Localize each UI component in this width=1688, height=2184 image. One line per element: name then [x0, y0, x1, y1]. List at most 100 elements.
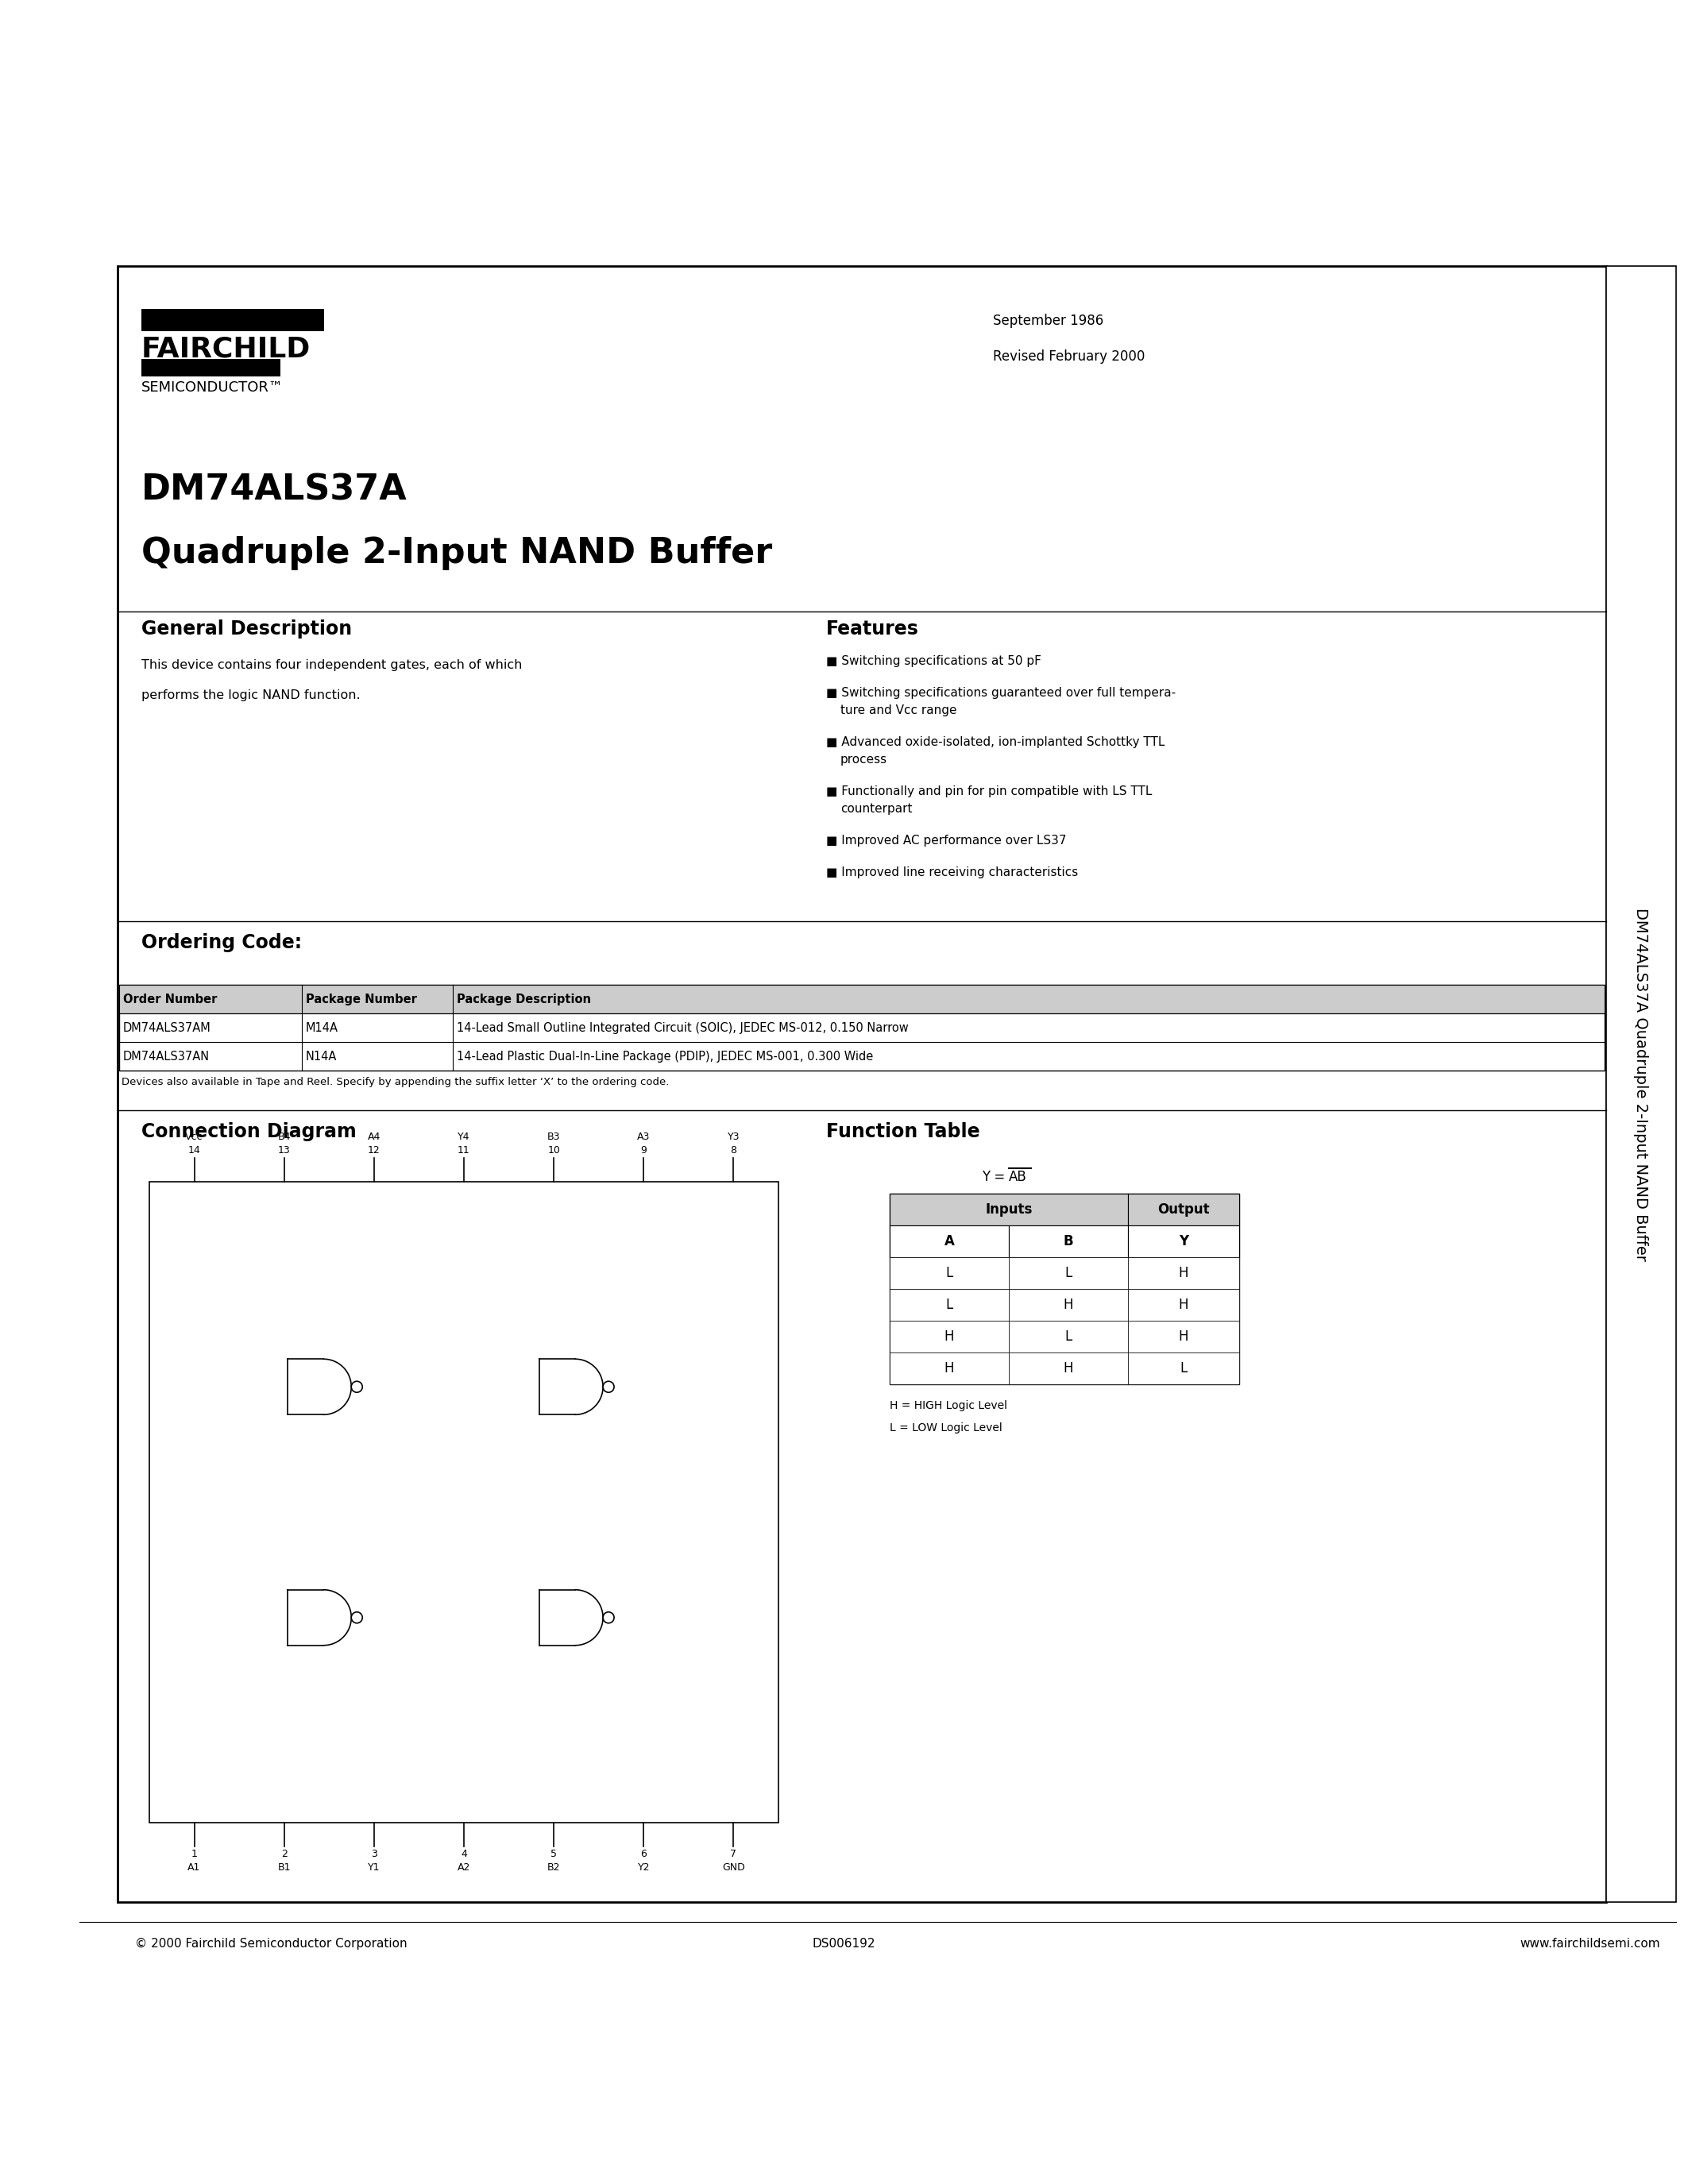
Text: DS006192: DS006192 — [812, 1937, 874, 1950]
Text: ■ Improved line receiving characteristics: ■ Improved line receiving characteristic… — [825, 867, 1079, 878]
Bar — [890, 1195, 1128, 1225]
Text: A3: A3 — [636, 1131, 650, 1142]
Circle shape — [351, 1612, 363, 1623]
Text: Vᴄᴄ: Vᴄᴄ — [186, 1131, 203, 1142]
Text: 3: 3 — [371, 1850, 376, 1859]
Text: Quadruple 2-Input NAND Buffer: Quadruple 2-Input NAND Buffer — [142, 535, 773, 570]
Text: Y3: Y3 — [728, 1131, 739, 1142]
Text: Y: Y — [1178, 1234, 1188, 1249]
Text: H: H — [1178, 1267, 1188, 1280]
Text: 12: 12 — [368, 1144, 380, 1155]
Text: A: A — [944, 1234, 954, 1249]
Bar — [890, 1352, 1009, 1385]
Bar — [120, 985, 1605, 1070]
Text: ■ Advanced oxide-isolated, ion-implanted Schottky TTL: ■ Advanced oxide-isolated, ion-implanted… — [825, 736, 1165, 749]
Bar — [890, 1195, 1239, 1385]
Text: Order Number: Order Number — [123, 994, 218, 1005]
Text: H: H — [1178, 1330, 1188, 1343]
Text: H: H — [944, 1361, 954, 1376]
Text: Revised February 2000: Revised February 2000 — [993, 349, 1144, 365]
Text: DM74ALS37A Quadruple 2-Input NAND Buffer: DM74ALS37A Quadruple 2-Input NAND Buffer — [1634, 906, 1649, 1260]
Text: A4: A4 — [368, 1131, 380, 1142]
Text: Package Description: Package Description — [457, 994, 591, 1005]
Text: B: B — [1063, 1234, 1074, 1249]
Circle shape — [603, 1380, 614, 1393]
Bar — [890, 1258, 1009, 1289]
Text: Y1: Y1 — [368, 1863, 380, 1872]
Text: Output: Output — [1158, 1203, 1210, 1216]
Text: Inputs: Inputs — [986, 1203, 1033, 1216]
Text: 14: 14 — [187, 1144, 201, 1155]
Text: ■ Switching specifications guaranteed over full tempera-: ■ Switching specifications guaranteed ov… — [825, 688, 1177, 699]
Text: DM74ALS37A: DM74ALS37A — [142, 472, 407, 507]
Text: 6: 6 — [640, 1850, 647, 1859]
Bar — [1607, 266, 1676, 1902]
Text: SEMICONDUCTOR™: SEMICONDUCTOR™ — [142, 380, 284, 395]
Text: Package Number: Package Number — [306, 994, 417, 1005]
Text: Features: Features — [825, 620, 918, 638]
Bar — [1009, 1289, 1128, 1321]
Bar — [1009, 1225, 1128, 1258]
Bar — [1128, 1352, 1239, 1385]
Text: L = LOW Logic Level: L = LOW Logic Level — [890, 1422, 1003, 1433]
Text: Y4: Y4 — [457, 1131, 469, 1142]
Text: 10: 10 — [547, 1144, 560, 1155]
Bar — [890, 1225, 1009, 1258]
Text: ture and Vᴄᴄ range: ture and Vᴄᴄ range — [841, 705, 957, 716]
Text: A1: A1 — [187, 1863, 201, 1872]
Text: N14A: N14A — [306, 1051, 338, 1061]
Text: 4: 4 — [461, 1850, 468, 1859]
Text: GND: GND — [722, 1863, 744, 1872]
Bar — [1009, 1321, 1128, 1352]
Bar — [890, 1321, 1009, 1352]
Text: DM74ALS37AN: DM74ALS37AN — [123, 1051, 209, 1061]
Text: Function Table: Function Table — [825, 1123, 981, 1142]
Bar — [1128, 1289, 1239, 1321]
Bar — [149, 1182, 778, 1824]
Bar — [142, 358, 280, 376]
Bar — [1128, 1321, 1239, 1352]
Text: L: L — [1065, 1330, 1072, 1343]
Text: 9: 9 — [640, 1144, 647, 1155]
Text: counterpart: counterpart — [841, 804, 912, 815]
Text: 1: 1 — [191, 1850, 197, 1859]
Text: M14A: M14A — [306, 1022, 338, 1033]
Bar — [142, 308, 324, 332]
Bar — [1128, 1258, 1239, 1289]
Bar — [120, 985, 1605, 1013]
Text: ■ Functionally and pin for pin compatible with LS TTL: ■ Functionally and pin for pin compatibl… — [825, 786, 1153, 797]
Text: H: H — [1178, 1297, 1188, 1313]
Text: 7: 7 — [731, 1850, 736, 1859]
Bar — [118, 266, 1607, 1902]
Text: B1: B1 — [277, 1863, 290, 1872]
Text: DM74ALS37AM: DM74ALS37AM — [123, 1022, 211, 1033]
Text: A2: A2 — [457, 1863, 471, 1872]
Text: ■ Switching specifications at 50 pF: ■ Switching specifications at 50 pF — [825, 655, 1041, 666]
Text: B4: B4 — [277, 1131, 290, 1142]
Text: B2: B2 — [547, 1863, 560, 1872]
Text: Ordering Code:: Ordering Code: — [142, 933, 302, 952]
Text: General Description: General Description — [142, 620, 353, 638]
Bar — [1009, 1258, 1128, 1289]
Text: ■ Improved AC performance over LS37: ■ Improved AC performance over LS37 — [825, 834, 1067, 847]
Bar — [1128, 1195, 1239, 1225]
Text: L: L — [945, 1267, 954, 1280]
Text: H: H — [944, 1330, 954, 1343]
Text: 14-Lead Small Outline Integrated Circuit (SOIC), JEDEC MS-012, 0.150 Narrow: 14-Lead Small Outline Integrated Circuit… — [457, 1022, 908, 1033]
Bar — [890, 1289, 1009, 1321]
Text: performs the logic NAND function.: performs the logic NAND function. — [142, 690, 360, 701]
Text: L: L — [1180, 1361, 1187, 1376]
Text: Y =: Y = — [981, 1171, 1009, 1184]
Text: process: process — [841, 753, 888, 767]
Text: FAIRCHILD: FAIRCHILD — [142, 334, 311, 363]
Text: H: H — [1063, 1297, 1074, 1313]
Text: 2: 2 — [280, 1850, 287, 1859]
Bar — [1128, 1225, 1239, 1258]
Text: © 2000 Fairchild Semiconductor Corporation: © 2000 Fairchild Semiconductor Corporati… — [135, 1937, 407, 1950]
Text: www.fairchildsemi.com: www.fairchildsemi.com — [1519, 1937, 1661, 1950]
Text: Y2: Y2 — [638, 1863, 650, 1872]
Text: H: H — [1063, 1361, 1074, 1376]
Text: 8: 8 — [731, 1144, 736, 1155]
Circle shape — [351, 1380, 363, 1393]
Text: AB: AB — [1009, 1171, 1026, 1184]
